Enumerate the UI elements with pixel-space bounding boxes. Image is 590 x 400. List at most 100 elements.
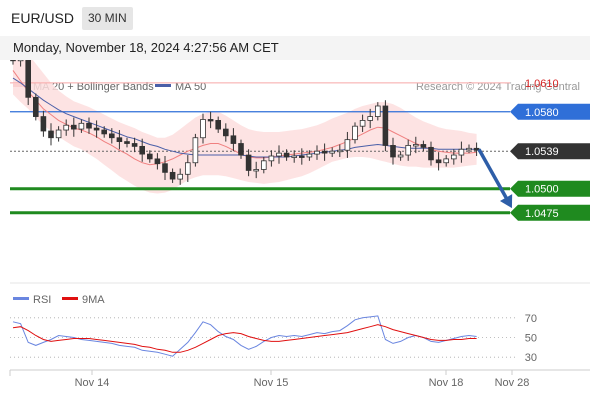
candle <box>131 137 138 153</box>
candle-body <box>276 152 282 157</box>
candle-body <box>78 122 85 130</box>
candle-body <box>359 120 366 127</box>
candle-body <box>146 153 153 160</box>
level-tag-1-0580: 1.0580 <box>510 103 590 120</box>
timeframe-badge[interactable]: 30 MIN <box>82 7 133 30</box>
candle <box>291 150 297 163</box>
candle <box>359 114 366 132</box>
candle <box>283 149 290 161</box>
candle <box>336 144 343 157</box>
candle-body <box>352 125 358 141</box>
candle-body <box>17 60 24 62</box>
candle-body <box>466 147 472 151</box>
candle-body <box>177 173 184 180</box>
candle <box>200 113 206 144</box>
candle-body <box>367 116 373 121</box>
candle <box>352 122 358 144</box>
candle-body <box>443 158 449 164</box>
candle <box>169 168 176 183</box>
ma50-legend-swatch <box>155 84 171 87</box>
candle-body <box>473 147 480 151</box>
candle-body <box>101 129 108 135</box>
candle-body <box>25 60 31 98</box>
level-tag-shape <box>510 180 590 197</box>
level-tag-1-0500: 1.0500 <box>510 180 590 197</box>
candle <box>48 123 54 146</box>
candle <box>276 145 282 164</box>
x-axis-labels: Nov 14 Nov 15 Nov 18 Nov 28 <box>75 370 529 389</box>
candle <box>344 131 351 158</box>
candle-body <box>71 124 77 130</box>
candle-body <box>260 160 267 170</box>
candle-body <box>124 141 130 144</box>
rsi-legend-swatch <box>13 297 29 300</box>
level-value-text: 1.0475 <box>525 208 559 220</box>
candle <box>382 100 389 152</box>
candle <box>450 149 457 165</box>
candle <box>116 130 123 150</box>
rsi-tick-label: 50 <box>525 333 537 345</box>
candle-body <box>405 145 411 156</box>
candle-body <box>192 137 199 164</box>
subheader: Monday, November 18, 2024 4:27:56 AM CET <box>0 36 590 60</box>
x-tick-label: Nov 18 <box>429 377 464 389</box>
rsi-tick-label: 70 <box>525 313 537 325</box>
candle <box>412 136 419 154</box>
candle-body <box>321 150 328 154</box>
candle <box>33 93 39 121</box>
main-legend: MA 20 + Bollinger Bands MA 50 Research ©… <box>13 81 580 93</box>
level-value-text: 1.0640 <box>525 60 559 61</box>
candle <box>397 151 404 161</box>
bollinger-band <box>13 60 477 194</box>
rsi-ma-line <box>12 324 477 353</box>
candle <box>314 145 320 160</box>
forecast-arrow-shaft <box>477 148 511 204</box>
candle-body <box>184 162 191 175</box>
ma50-legend-label: MA 50 <box>175 81 206 93</box>
symbol-title: EUR/USD <box>11 10 75 26</box>
candle-body <box>131 143 138 147</box>
candle <box>139 138 146 162</box>
rsi-ma-legend-label: 9MA <box>82 294 105 306</box>
candle <box>101 126 108 138</box>
rsi-tick-label: 30 <box>525 352 537 364</box>
candle-body <box>200 119 206 139</box>
candle-body <box>222 128 229 137</box>
rsi-legend-label: RSI <box>33 294 51 306</box>
candle <box>405 139 411 161</box>
candle-body <box>93 127 100 131</box>
ma50-line <box>12 77 477 158</box>
level-tag-1-0610: 1.0610 <box>525 78 559 90</box>
candle-body <box>238 143 244 156</box>
candle-body <box>116 137 123 142</box>
candle <box>10 60 16 65</box>
candle-body <box>48 130 54 139</box>
candle <box>25 60 31 106</box>
candle-body <box>139 145 146 155</box>
candle-body <box>10 60 16 62</box>
level-value-text: 1.0539 <box>525 146 559 158</box>
candle-body <box>154 158 161 165</box>
x-tick-label: Nov 14 <box>75 377 110 389</box>
candle-body <box>63 124 69 131</box>
level-value-text: 1.0610 <box>525 78 559 90</box>
candle <box>390 137 396 165</box>
candle <box>93 120 100 138</box>
candle <box>177 168 184 185</box>
level-tag-1-0475: 1.0475 <box>510 204 590 221</box>
candle <box>428 141 434 166</box>
level-tag-shape <box>510 143 590 160</box>
bollinger-band-fill <box>13 60 477 194</box>
candle <box>78 119 85 133</box>
candle <box>245 149 252 177</box>
forecast-arrow-head <box>499 194 513 209</box>
ma20-legend-label: MA 20 + Bollinger Bands <box>33 81 154 93</box>
candle <box>367 108 373 129</box>
candle <box>222 123 229 142</box>
candle-body <box>450 154 457 160</box>
candle-body <box>458 148 465 156</box>
candle <box>466 144 472 154</box>
forecast-arrow <box>477 148 513 209</box>
moving-averages <box>12 70 477 166</box>
candle <box>17 60 24 67</box>
